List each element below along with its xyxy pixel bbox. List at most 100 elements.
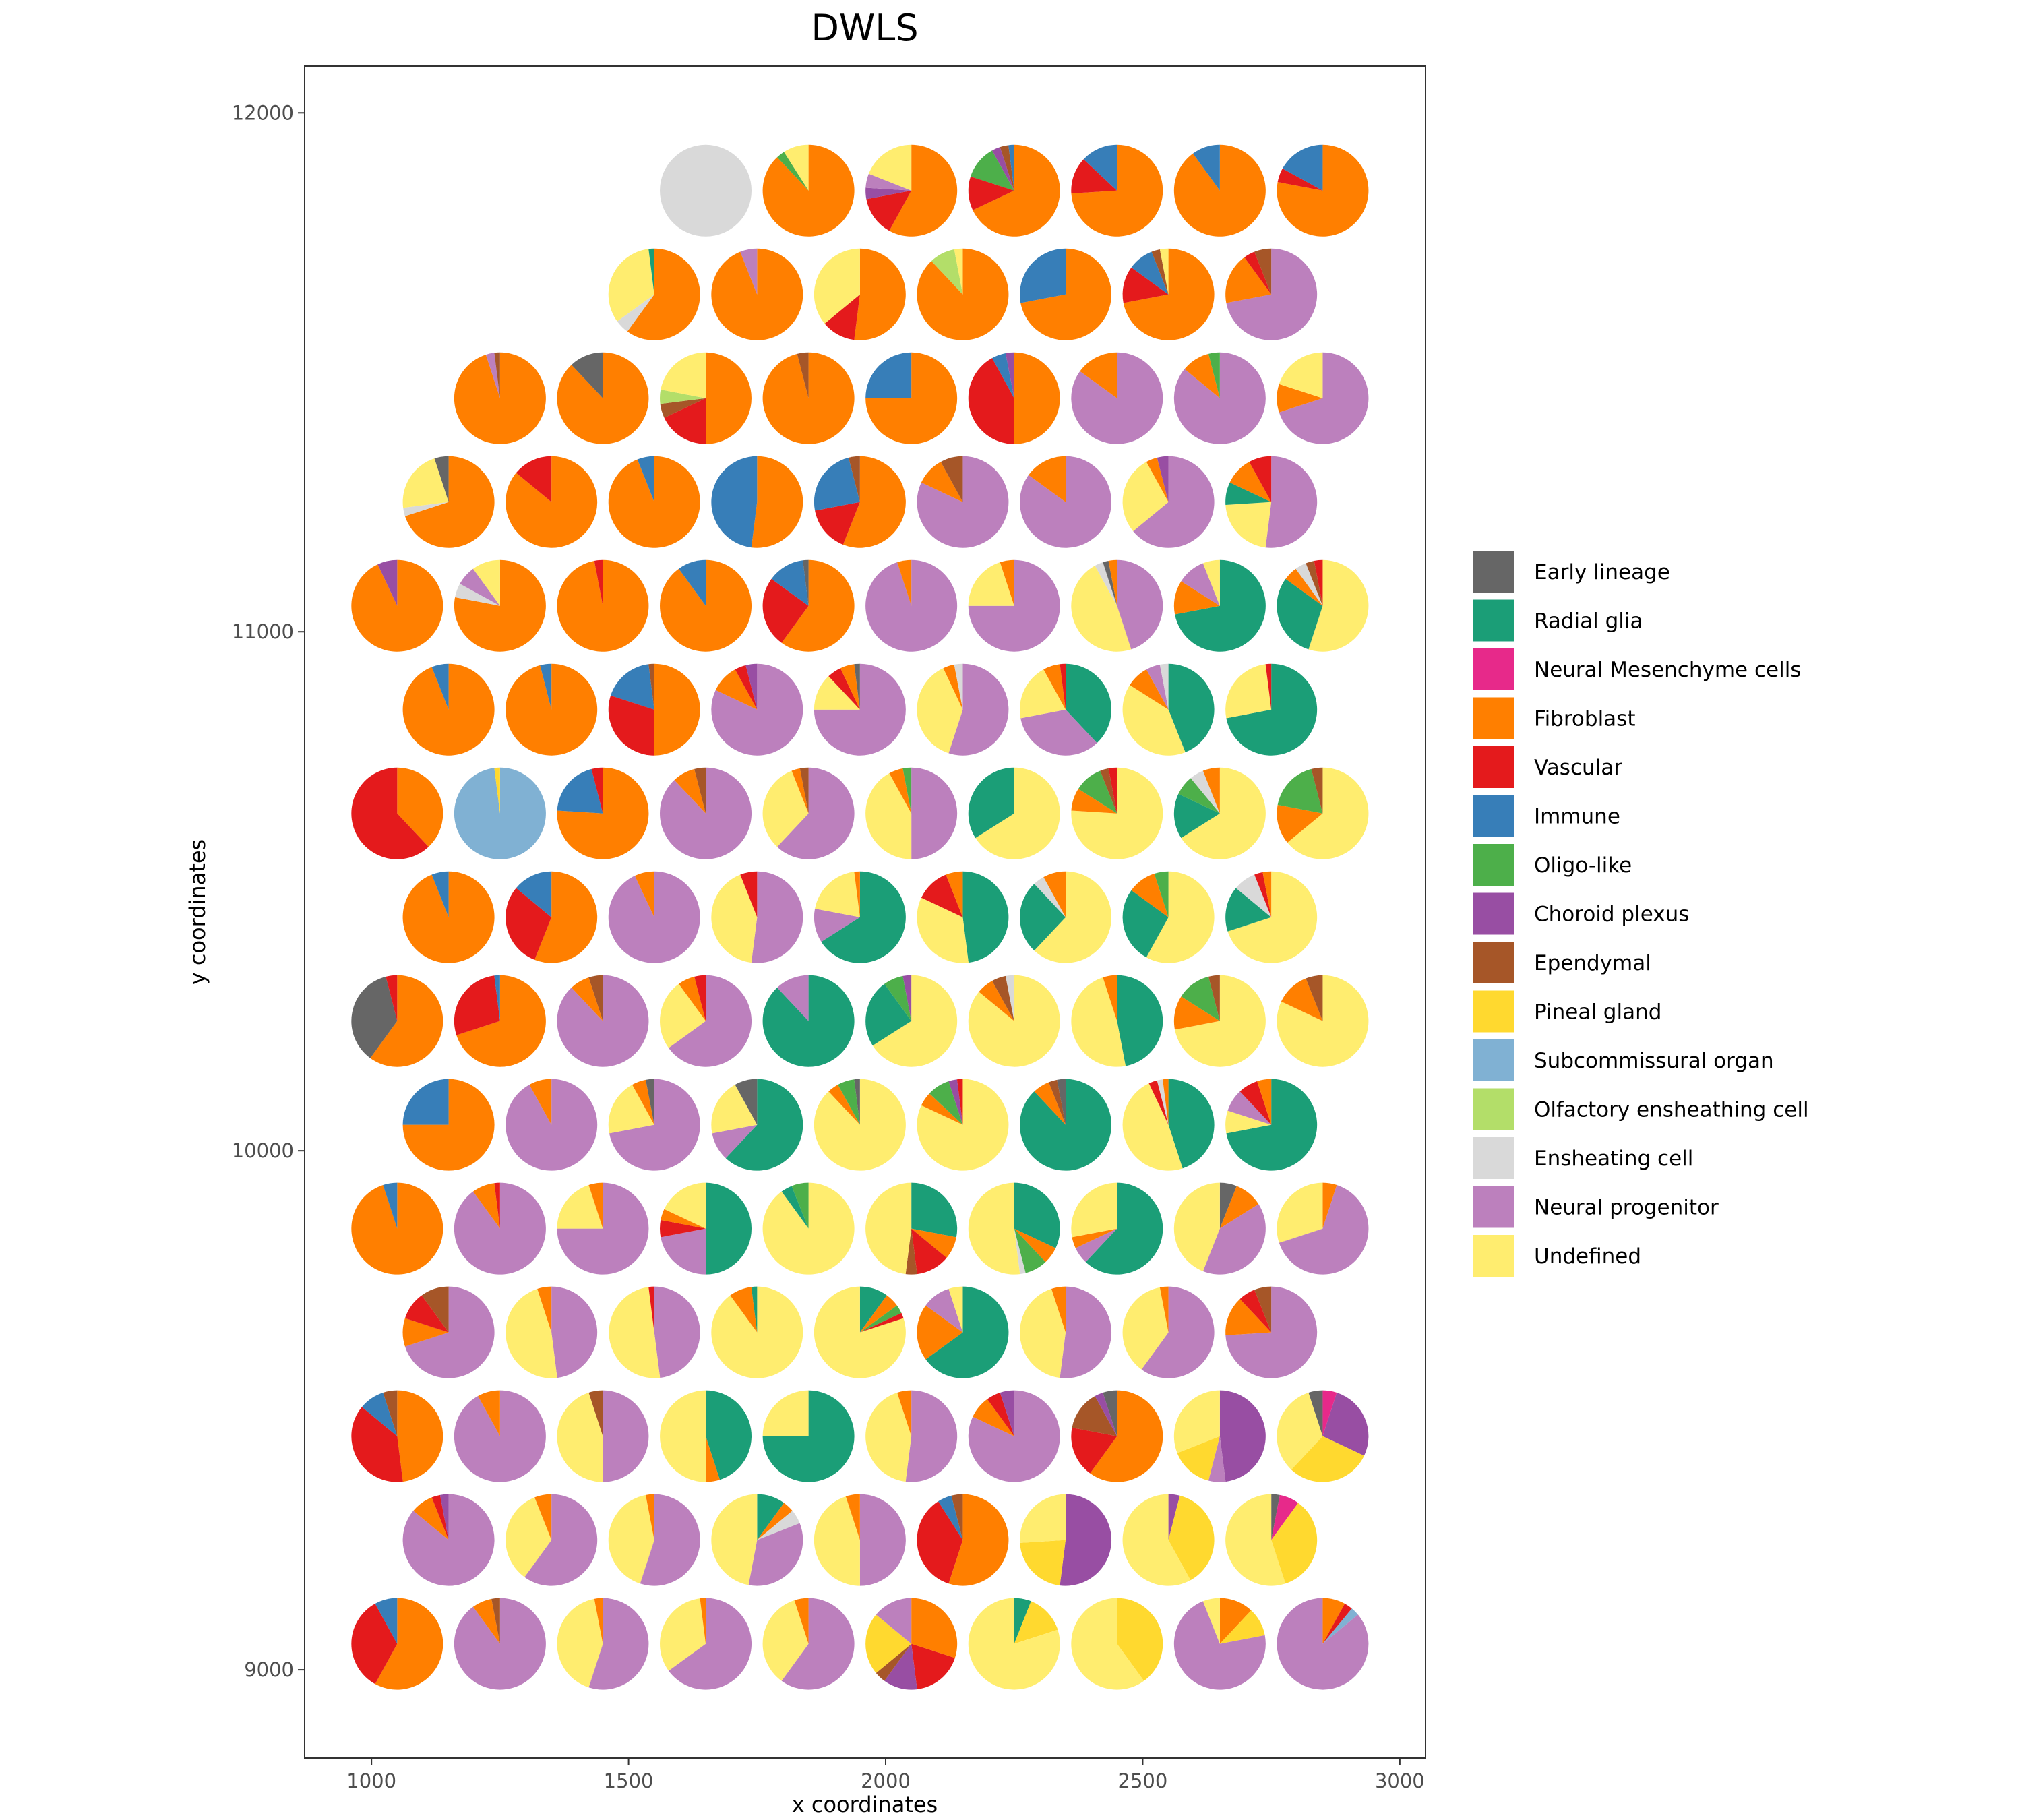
pie-slice xyxy=(1071,767,1163,859)
pie-slice xyxy=(454,975,500,1035)
pie-slice xyxy=(557,1182,649,1275)
pie-slice xyxy=(814,457,860,511)
pie-slice xyxy=(1154,871,1169,917)
pie-slice xyxy=(854,871,860,917)
pie-slice xyxy=(1146,871,1215,963)
pie xyxy=(1225,456,1318,548)
pie-slice xyxy=(557,1598,603,1688)
pie-slice xyxy=(472,1183,500,1229)
pie-slice xyxy=(1227,1091,1272,1125)
pie-slice xyxy=(557,768,603,814)
pie-slice xyxy=(712,1124,758,1159)
pie-slice xyxy=(1008,144,1014,191)
pie-slice xyxy=(1271,1503,1318,1584)
pie xyxy=(1225,1079,1318,1171)
pie-slice xyxy=(1225,482,1272,506)
pie-slice xyxy=(865,1392,912,1482)
pie-slice xyxy=(921,462,963,502)
pie-slice xyxy=(973,144,1060,237)
pie-slice xyxy=(1282,144,1323,191)
pie xyxy=(608,248,700,340)
pie-slice xyxy=(454,1390,546,1482)
pie-slice xyxy=(1254,248,1272,295)
pie-slice xyxy=(402,458,449,508)
pie-slice xyxy=(557,767,649,859)
pie-slice xyxy=(1159,663,1169,710)
pie xyxy=(865,1598,958,1690)
pie-slice xyxy=(648,663,654,710)
pie-slice xyxy=(762,770,809,847)
pie-slice xyxy=(1306,975,1323,1021)
pie xyxy=(557,559,649,652)
pie xyxy=(1071,559,1163,652)
pie-slice xyxy=(383,1182,398,1229)
pie xyxy=(402,1079,495,1171)
pie xyxy=(865,975,958,1067)
pie-slice xyxy=(814,248,860,324)
pie-slice xyxy=(968,562,1014,606)
legend-key xyxy=(1471,940,1516,985)
pie-slice xyxy=(431,663,449,710)
pie-slice xyxy=(1265,456,1318,548)
pie-slice xyxy=(872,975,958,1067)
pie-slice xyxy=(757,1494,785,1540)
pie-slice xyxy=(1122,1287,1169,1370)
pie-slice xyxy=(814,1079,906,1171)
pie-slice xyxy=(1208,1436,1226,1482)
pie-slice xyxy=(594,1598,603,1644)
pie-slice xyxy=(897,559,912,606)
x-tick-label: 1500 xyxy=(604,1769,654,1792)
pie-slice xyxy=(1225,1286,1318,1378)
legend-key xyxy=(1471,1234,1516,1278)
legend-item: Radial glia xyxy=(1471,598,1643,643)
pie-slice xyxy=(889,144,958,237)
pie-slice xyxy=(1051,1286,1066,1333)
pie-slice xyxy=(645,1494,654,1540)
pie xyxy=(1173,767,1266,859)
pie-slice xyxy=(534,871,598,963)
pie xyxy=(608,663,700,756)
pie-slice xyxy=(506,888,552,960)
pie xyxy=(762,1598,855,1690)
pie-slice xyxy=(876,1598,912,1644)
pie-slice xyxy=(865,559,958,652)
pie-slice xyxy=(1192,144,1220,191)
pie-slice xyxy=(1057,1079,1066,1125)
pie-slice xyxy=(1219,1182,1237,1229)
legend-item: Oligo-like xyxy=(1471,843,1632,887)
pie-slice xyxy=(1277,578,1323,650)
pie-slice xyxy=(1322,1392,1369,1456)
pie-slice xyxy=(1060,1286,1112,1378)
pie xyxy=(351,559,443,652)
legend: Early lineage Radial glia Neural Mesenchym… xyxy=(1471,549,1809,1278)
pie xyxy=(557,1598,649,1690)
pie-slice xyxy=(838,1079,860,1125)
pie-slice xyxy=(351,767,429,859)
pie-slice xyxy=(917,668,963,754)
x-tick-label: 2000 xyxy=(861,1769,911,1792)
pie xyxy=(454,975,546,1067)
pie-slice xyxy=(1173,144,1266,237)
pie xyxy=(351,1598,443,1690)
pie-slice xyxy=(1122,890,1169,958)
pie-slice xyxy=(421,1286,449,1333)
pie xyxy=(506,871,598,963)
pie-slice xyxy=(911,1182,958,1238)
pie xyxy=(402,1286,495,1378)
pie-slice xyxy=(1173,1390,1220,1453)
pie-slice xyxy=(1279,352,1323,398)
pie-slice xyxy=(608,1085,654,1134)
pie-slice xyxy=(902,767,912,814)
pie-slice xyxy=(968,767,1014,839)
pie xyxy=(865,559,958,652)
pie-slice xyxy=(911,1228,956,1258)
legend-label: Neural Mesenchyme cells xyxy=(1534,658,1801,682)
pie-slice xyxy=(664,398,706,444)
pie-slice xyxy=(557,975,649,1067)
pie-slice xyxy=(971,150,1014,191)
pie-slice xyxy=(537,1286,552,1333)
pie-slice xyxy=(1122,685,1186,756)
pie-slice xyxy=(1219,1598,1252,1644)
pie-slice xyxy=(377,559,398,606)
pie-slice xyxy=(402,1494,495,1586)
